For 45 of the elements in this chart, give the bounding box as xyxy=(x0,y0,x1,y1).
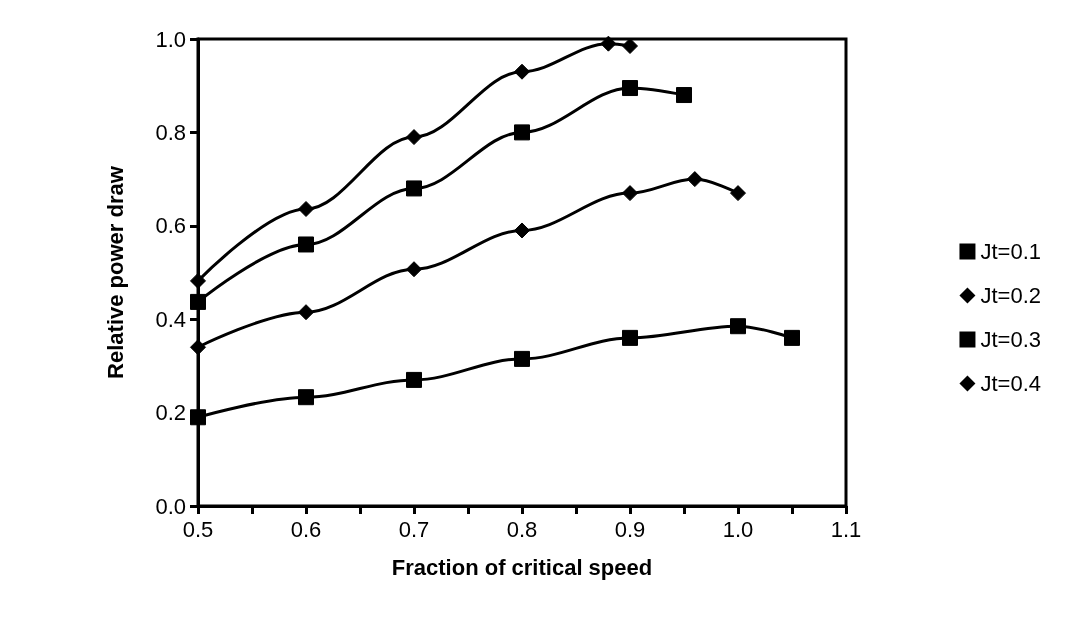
x-tick-label: 1.1 xyxy=(830,516,862,542)
point xyxy=(514,222,530,239)
point xyxy=(406,180,422,197)
point xyxy=(730,185,746,202)
point xyxy=(514,63,530,80)
point xyxy=(686,171,703,188)
point xyxy=(298,236,314,253)
point xyxy=(600,35,617,52)
point xyxy=(190,409,206,426)
legend-label: Jt=0.2 xyxy=(980,283,1041,308)
y-tick-label: 0.6 xyxy=(155,213,186,239)
point xyxy=(514,350,530,367)
point xyxy=(406,129,422,146)
point xyxy=(514,124,530,141)
y-tick-label: 1.0 xyxy=(155,26,186,52)
legend-label: Jt=0.3 xyxy=(980,327,1041,352)
legend-label: Jt=0.1 xyxy=(980,239,1041,264)
x-tick-label: 0.6 xyxy=(290,516,322,542)
x-tick-label: 1.0 xyxy=(722,516,754,542)
point xyxy=(622,38,638,55)
y-tick-label: 0.4 xyxy=(155,306,186,332)
point xyxy=(298,304,314,321)
point xyxy=(298,200,314,217)
point xyxy=(406,261,422,278)
x-tick-label: 0.5 xyxy=(182,516,214,542)
point xyxy=(622,80,638,97)
y-tick-label: 0.0 xyxy=(155,493,186,519)
y-tick-label: 0.8 xyxy=(155,119,186,145)
x-tick-label: 0.9 xyxy=(614,516,646,542)
x-tick-label: 0.7 xyxy=(398,516,430,542)
point xyxy=(406,371,422,388)
point xyxy=(298,389,314,406)
point xyxy=(190,293,206,310)
point xyxy=(784,329,800,346)
point xyxy=(730,318,746,335)
point xyxy=(190,272,206,289)
x-tick-label: 0.8 xyxy=(506,516,538,542)
legend-label: Jt=0.4 xyxy=(980,371,1041,396)
y-tick-label: 0.2 xyxy=(155,400,186,426)
y-axis-title: Relative power draw xyxy=(102,165,128,379)
point xyxy=(190,339,206,356)
x-axis-title: Fraction of critical speed xyxy=(391,554,653,580)
point xyxy=(622,329,638,346)
point xyxy=(676,87,692,104)
point xyxy=(622,185,638,202)
